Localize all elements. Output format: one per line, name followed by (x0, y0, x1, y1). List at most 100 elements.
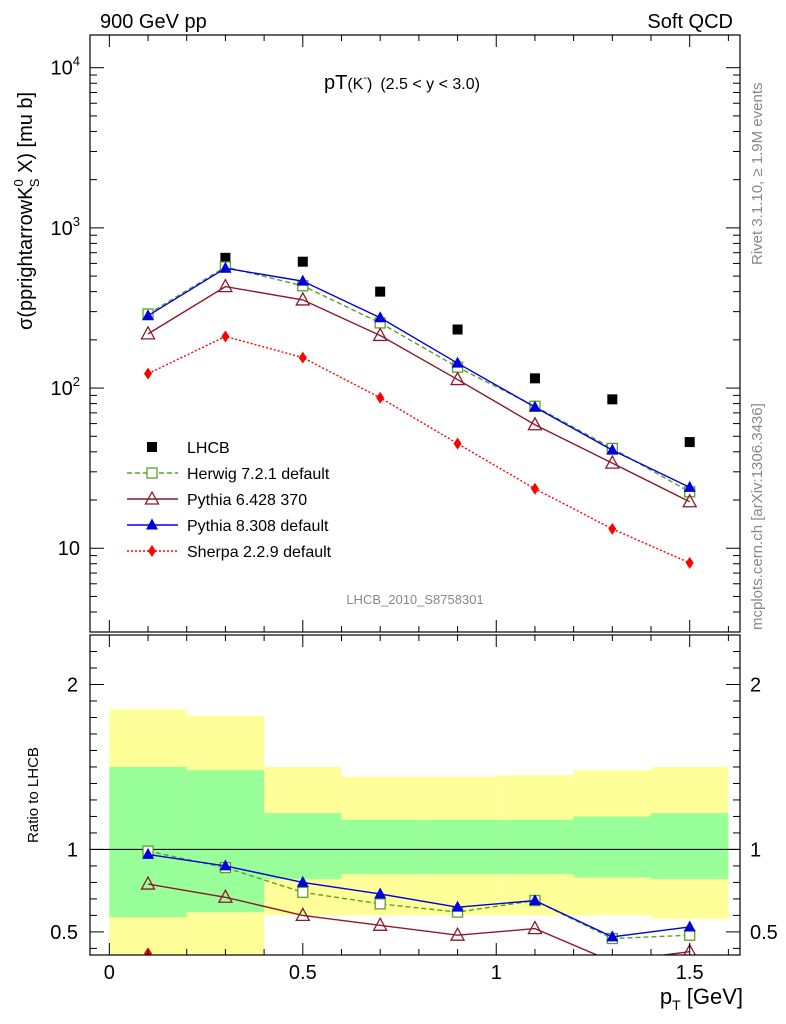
stat-uncertainty-band (109, 766, 187, 918)
data-point-pythia-8-308-default (142, 847, 155, 859)
data-point-pythia-8-308-default (219, 261, 232, 273)
series-line-pythia-8-308-default (147, 853, 690, 938)
data-point-sherpa-2-2-9-default (221, 330, 230, 343)
main-ytick-label: 104 (51, 54, 80, 80)
data-point-sherpa-2-2-9-default (685, 556, 694, 569)
data-point-pythia-8-308-default (683, 920, 696, 932)
data-point-pythia-6-428-370 (140, 325, 156, 340)
series-line-pythia-8-308-default (147, 267, 691, 488)
legend-marker (146, 518, 158, 530)
data-point-pythia-6-428-370 (295, 907, 311, 922)
stat-uncertainty-band (186, 770, 265, 913)
data-point-pythia-8-308-default (528, 894, 541, 906)
legend-marker (144, 490, 160, 505)
xtick-label: 1 (491, 962, 502, 984)
ratio-ytick-label-right: 2 (750, 674, 761, 696)
header-right: Soft QCD (647, 11, 733, 33)
ratio-ytick-label-right: 0.5 (750, 922, 778, 944)
data-point-pythia-6-428-370 (449, 371, 466, 386)
stat-uncertainty-band (418, 819, 497, 875)
series-pythia-6-428-370 (140, 875, 697, 955)
ratio-ytick-label-right: 1 (750, 839, 761, 861)
ratio-bands (90, 709, 740, 955)
series-sherpa-2-2-9-default (144, 330, 694, 569)
header-left: 900 GeV pp (100, 11, 207, 33)
data-point-lhcb (529, 373, 540, 384)
legend-label: Pythia 8.308 default (187, 518, 329, 535)
data-point-pythia-8-308-default (296, 274, 309, 286)
data-point-pythia-6-428-370 (683, 943, 697, 955)
data-point-lhcb (607, 394, 618, 405)
data-point-pythia-6-428-370 (527, 920, 543, 935)
data-point-pythia-6-428-370 (449, 926, 466, 941)
legend-entry-herwig-7-2-1-default: Herwig 7.2.1 default (127, 466, 330, 483)
xtick-label: 0 (104, 962, 115, 984)
legend-label: Herwig 7.2.1 default (187, 466, 330, 483)
tick-labels: 10 102 103 104 0.5 0.5 1 1 2 2 0 0.5 1 1.5 (50, 54, 778, 984)
main-ylabel: σ(pprightarrowK0S X) [mu b] (11, 92, 42, 330)
data-point-sherpa-2-2-9-default (144, 367, 153, 380)
data-point-pythia-8-308-default (374, 311, 387, 323)
legend-entry-lhcb: LHCB (147, 440, 230, 457)
data-point-pythia-8-308-default (606, 930, 619, 942)
series-pythia-8-308-default (142, 847, 696, 942)
data-point-sherpa-2-2-9-default (608, 522, 617, 535)
data-point-pythia-6-428-370 (527, 416, 543, 431)
data-point-pythia-8-308-default (142, 309, 155, 321)
data-point-pythia-6-428-370 (217, 278, 234, 293)
series-line-herwig-7-2-1-default (147, 850, 690, 940)
ratio-series-layer (140, 845, 697, 955)
data-point-lhcb (684, 437, 695, 448)
data-point-sherpa-2-2-9-default (453, 437, 462, 450)
analysis-watermark: LHCB_2010_S8758301 (346, 592, 483, 607)
main-ytick-label: 103 (51, 214, 80, 240)
legend-entry-pythia-8-308-default: Pythia 8.308 default (127, 518, 329, 535)
legend-marker (148, 545, 156, 557)
data-point-lhcb (452, 324, 463, 335)
data-point-pythia-6-428-370 (295, 291, 311, 306)
axis-ticks (90, 35, 740, 955)
data-point-pythia-6-428-370 (372, 916, 388, 931)
stat-uncertainty-band (573, 816, 652, 878)
data-point-pythia-6-428-370 (611, 953, 614, 955)
stat-uncertainty-band (496, 819, 574, 875)
series-pythia-6-428-370 (140, 278, 698, 508)
data-point-pythia-8-308-default (528, 400, 541, 412)
series-line-herwig-7-2-1-default (147, 266, 691, 493)
xtick-label: 0.5 (289, 962, 317, 984)
data-point-pythia-8-308-default (451, 356, 464, 368)
stat-uncertainty-band (264, 813, 342, 880)
data-point-pythia-8-308-default (296, 875, 309, 887)
stat-uncertainty-band (341, 819, 419, 875)
series-herwig-7-2-1-default (142, 261, 696, 498)
data-point-herwig-7-2-1-default (684, 929, 696, 941)
legend-entry-sherpa-2-2-9-default: Sherpa 2.2.9 default (127, 544, 332, 561)
ratio-ytick-label-left: 0.5 (50, 922, 78, 944)
series-line-sherpa-2-2-9-default (147, 335, 690, 564)
mcplots-label: mcplots.cern.ch [arXiv:1306.3436] (749, 403, 766, 630)
data-point-pythia-8-308-default (606, 443, 619, 455)
data-point-pythia-6-428-370 (372, 327, 388, 342)
data-point-lhcb (220, 252, 231, 263)
main-ytick-label: 102 (51, 374, 80, 400)
rivet-label: Rivet 3.1.10, ≥ 1.9M events (749, 83, 766, 266)
data-point-herwig-7-2-1-default (374, 898, 386, 910)
data-point-pythia-8-308-default (219, 859, 232, 871)
data-point-herwig-7-2-1-default (297, 886, 309, 898)
ratio-ytick-label-left: 2 (67, 674, 78, 696)
legend-marker (146, 467, 158, 479)
data-point-lhcb (375, 286, 386, 297)
data-point-pythia-6-428-370 (682, 493, 698, 508)
ratio-ytick-label-left: 1 (67, 839, 78, 861)
xtick-label: 1.5 (676, 962, 704, 984)
data-point-pythia-6-428-370 (604, 454, 620, 469)
data-point-sherpa-2-2-9-default (298, 351, 307, 364)
series-line-pythia-6-428-370 (147, 285, 691, 503)
series-lhcb (143, 252, 695, 448)
ratio-plot-frame (89, 634, 741, 956)
legend-label: LHCB (187, 440, 230, 457)
data-point-lhcb (297, 256, 308, 267)
legend-marker (147, 442, 157, 452)
data-point-pythia-6-428-370 (217, 888, 234, 903)
